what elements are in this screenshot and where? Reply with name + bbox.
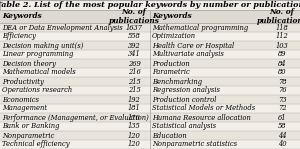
Text: 181: 181 — [128, 104, 140, 112]
Text: Statistical analysis: Statistical analysis — [152, 122, 216, 131]
Text: 73: 73 — [278, 96, 286, 104]
Text: 61: 61 — [278, 114, 286, 121]
Text: Nonparametric statistics: Nonparametric statistics — [152, 141, 237, 149]
Text: 176: 176 — [128, 114, 140, 121]
Bar — [0, 77, 300, 86]
Text: Production control: Production control — [152, 96, 216, 104]
Text: Keywords: Keywords — [152, 13, 192, 21]
Bar — [0, 95, 300, 104]
Text: 215: 215 — [128, 87, 140, 94]
Text: 76: 76 — [278, 87, 286, 94]
Text: Table 2. List of the most popular keywords by number or publication: Table 2. List of the most popular keywor… — [0, 1, 300, 9]
Bar — [0, 41, 300, 50]
Text: Decision theory: Decision theory — [2, 59, 56, 67]
Text: 1637: 1637 — [125, 24, 142, 31]
Text: Mathematical programming: Mathematical programming — [152, 24, 248, 31]
Text: Humana Resource allocation: Humana Resource allocation — [152, 114, 251, 121]
Text: Education: Education — [152, 132, 187, 139]
Text: Health Care or Hospital: Health Care or Hospital — [152, 42, 234, 49]
Text: 392: 392 — [128, 42, 140, 49]
Text: Bank or Banking: Bank or Banking — [2, 122, 59, 131]
Text: 135: 135 — [128, 122, 140, 131]
Text: 78: 78 — [278, 77, 286, 86]
Text: Efficiency: Efficiency — [2, 32, 36, 41]
Text: 120: 120 — [128, 132, 140, 139]
Text: No. of
publications: No. of publications — [109, 8, 159, 25]
Text: Productivity: Productivity — [2, 77, 44, 86]
Bar — [0, 32, 300, 41]
Bar — [0, 140, 300, 149]
Bar — [0, 86, 300, 95]
Text: Linear programming: Linear programming — [2, 51, 73, 59]
Text: 103: 103 — [276, 42, 288, 49]
Bar — [0, 104, 300, 113]
Text: Optimization: Optimization — [152, 32, 196, 41]
Text: 120: 120 — [128, 141, 140, 149]
Bar — [0, 50, 300, 59]
Text: Benchmarking: Benchmarking — [152, 77, 202, 86]
Text: Operations research: Operations research — [2, 87, 72, 94]
Text: 558: 558 — [128, 32, 140, 41]
Text: Economics: Economics — [2, 96, 39, 104]
Text: Production: Production — [152, 59, 190, 67]
Bar — [0, 23, 300, 32]
Bar — [0, 131, 300, 140]
Bar — [0, 68, 300, 77]
Text: 89: 89 — [278, 51, 286, 59]
Text: Technical efficiency: Technical efficiency — [2, 141, 70, 149]
Text: Keywords: Keywords — [2, 13, 42, 21]
Bar — [0, 113, 300, 122]
Text: Multivariate analysis: Multivariate analysis — [152, 51, 224, 59]
Text: Statistical Models or Methods: Statistical Models or Methods — [152, 104, 255, 112]
Text: 192: 192 — [128, 96, 140, 104]
Text: 112: 112 — [276, 32, 288, 41]
Text: 40: 40 — [278, 141, 286, 149]
Text: 341: 341 — [128, 51, 140, 59]
Text: 269: 269 — [128, 59, 140, 67]
Text: Mathematical models: Mathematical models — [2, 69, 76, 76]
Text: Nonparametric: Nonparametric — [2, 132, 54, 139]
Text: Management: Management — [2, 104, 47, 112]
Bar — [0, 10, 300, 23]
Text: 72: 72 — [278, 104, 286, 112]
Text: 216: 216 — [128, 69, 140, 76]
Text: Decision making unit(s): Decision making unit(s) — [2, 42, 83, 49]
Text: DEA or Data Envelopment Analysis: DEA or Data Envelopment Analysis — [2, 24, 123, 31]
Text: Regression analysis: Regression analysis — [152, 87, 220, 94]
Text: 58: 58 — [278, 122, 286, 131]
Text: Performance (Management, or Evaluation): Performance (Management, or Evaluation) — [2, 114, 149, 121]
Text: 118: 118 — [276, 24, 288, 31]
Text: 215: 215 — [128, 77, 140, 86]
Text: Parametric: Parametric — [152, 69, 190, 76]
Text: No. of
publications: No. of publications — [256, 8, 300, 25]
Text: 80: 80 — [278, 69, 286, 76]
Bar — [0, 122, 300, 131]
Text: 84: 84 — [278, 59, 286, 67]
Bar — [0, 59, 300, 68]
Text: 44: 44 — [278, 132, 286, 139]
